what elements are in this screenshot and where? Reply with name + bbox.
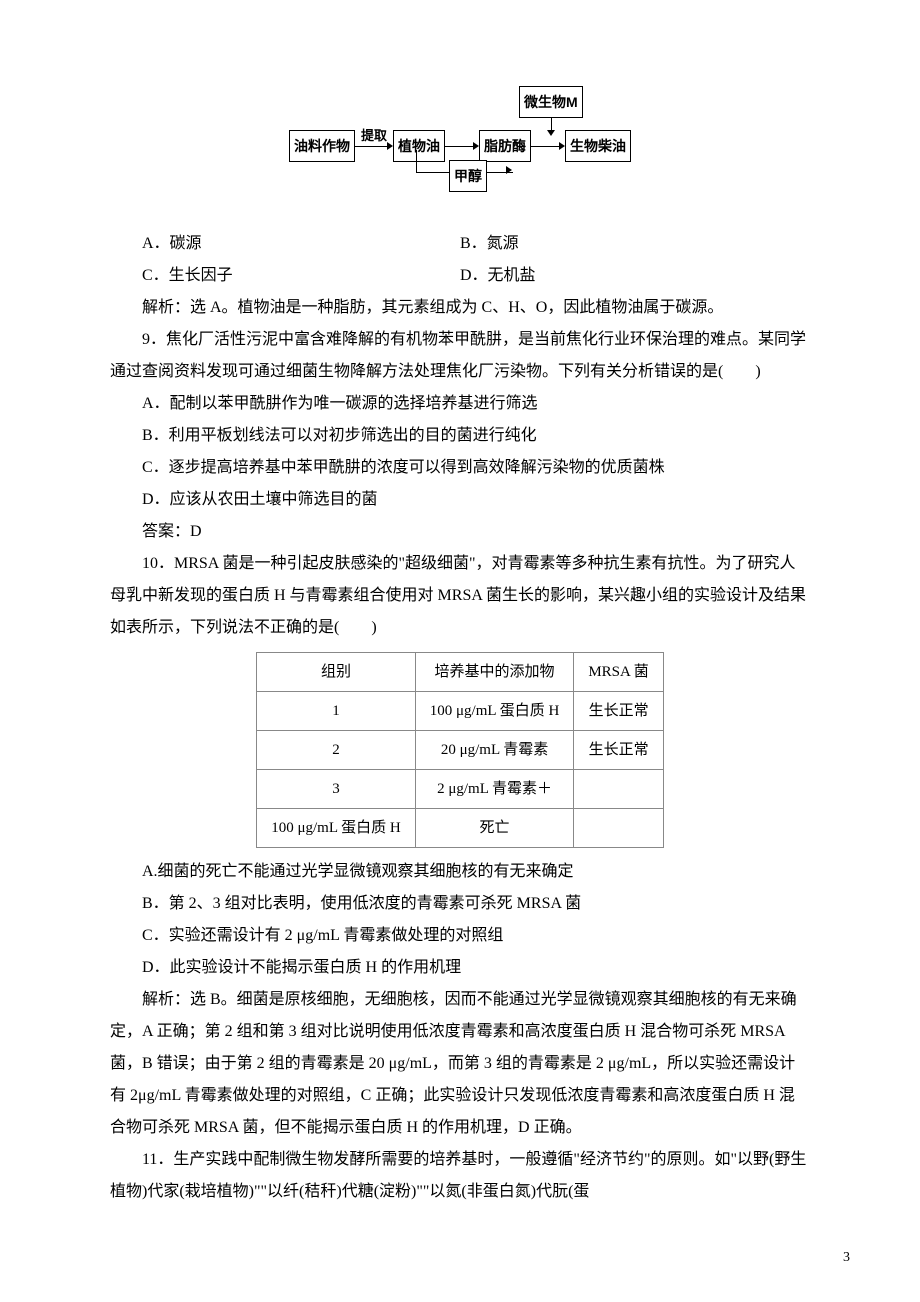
- table-row: 1 100 μg/mL 蛋白质 H 生长正常: [257, 692, 664, 731]
- q9-opt-a: A．配制以苯甲酰肼作为唯一碳源的选择培养基进行筛选: [110, 388, 810, 420]
- q8-opt-a: A．碳源: [110, 228, 460, 260]
- q10-analysis: 解析：选 B。细菌是原核细胞，无细胞核，因而不能通过光学显微镜观察其细胞核的有无…: [110, 984, 810, 1144]
- q8-opt-d: D．无机盐: [460, 260, 810, 292]
- arrow-right-icon: [531, 139, 565, 153]
- q9-opt-d: D．应该从农田土壤中筛选目的菌: [110, 484, 810, 516]
- experiment-table: 组别 培养基中的添加物 MRSA 菌 1 100 μg/mL 蛋白质 H 生长正…: [256, 652, 664, 848]
- q8-opt-b: B．氮源: [460, 228, 810, 260]
- diagram-main-row: 微生物M 油料作物 提取 植物油 脂肪酶 生物柴油 甲醇: [289, 130, 631, 162]
- page-number: 3: [843, 1244, 850, 1272]
- table-row: 2 20 μg/mL 青霉素 生长正常: [257, 731, 664, 770]
- q8-opt-c: C．生长因子: [110, 260, 460, 292]
- th-group: 组别: [257, 653, 416, 692]
- q10-opt-b: B．第 2、3 组对比表明，使用低浓度的青霉素可杀死 MRSA 菌: [110, 888, 810, 920]
- arrow-down-icon: [544, 118, 558, 136]
- diagram-top-branch: 微生物M: [519, 86, 583, 136]
- th-mrsa: MRSA 菌: [574, 653, 663, 692]
- q10-opt-c: C．实验还需设计有 2 μg/mL 青霉素做处理的对照组: [110, 920, 810, 952]
- q9-answer: 答案：D: [110, 516, 810, 548]
- q9-opt-c: C．逐步提高培养基中苯甲酰肼的浓度可以得到高效降解污染物的优质菌株: [110, 452, 810, 484]
- q9-stem: 9．焦化厂活性污泥中富含难降解的有机物苯甲酰肼，是当前焦化行业环保治理的难点。某…: [110, 324, 810, 388]
- q10-stem: 10．MRSA 菌是一种引起皮肤感染的"超级细菌"，对青霉素等多种抗生素有抗性。…: [110, 548, 810, 644]
- table-header-row: 组别 培养基中的添加物 MRSA 菌: [257, 653, 664, 692]
- box-microbe-m: 微生物M: [519, 86, 583, 118]
- document-page: 微生物M 油料作物 提取 植物油 脂肪酶 生物柴油 甲醇 A．碳源 B．氮源: [0, 0, 920, 1302]
- flow-diagram: 微生物M 油料作物 提取 植物油 脂肪酶 生物柴油 甲醇: [110, 130, 810, 208]
- arrow-right-icon: 提取: [355, 139, 393, 153]
- table-row: 100 μg/mL 蛋白质 H 死亡: [257, 809, 664, 848]
- q10-opt-d: D．此实验设计不能揭示蛋白质 H 的作用机理: [110, 952, 810, 984]
- q9-opt-b: B．利用平板划线法可以对初步筛选出的目的菌进行纯化: [110, 420, 810, 452]
- q8-options-row2: C．生长因子 D．无机盐: [110, 260, 810, 292]
- q11-stem: 11．生产实践中配制微生物发酵所需要的培养基时，一般遵循"经济节约"的原则。如"…: [110, 1144, 810, 1208]
- q8-analysis: 解析：选 A。植物油是一种脂肪，其元素组成为 C、H、O，因此植物油属于碳源。: [110, 292, 810, 324]
- q8-options-row1: A．碳源 B．氮源: [110, 228, 810, 260]
- th-additive: 培养基中的添加物: [415, 653, 574, 692]
- q10-opt-a: A.细菌的死亡不能通过光学显微镜观察其细胞核的有无来确定: [110, 856, 810, 888]
- arrow-label-extract: 提取: [361, 123, 387, 149]
- box-methanol: 甲醇: [449, 160, 487, 192]
- table-row: 3 2 μg/mL 青霉素＋: [257, 770, 664, 809]
- box-oil-crop: 油料作物: [289, 130, 355, 162]
- arrow-right-head-icon: [506, 166, 512, 174]
